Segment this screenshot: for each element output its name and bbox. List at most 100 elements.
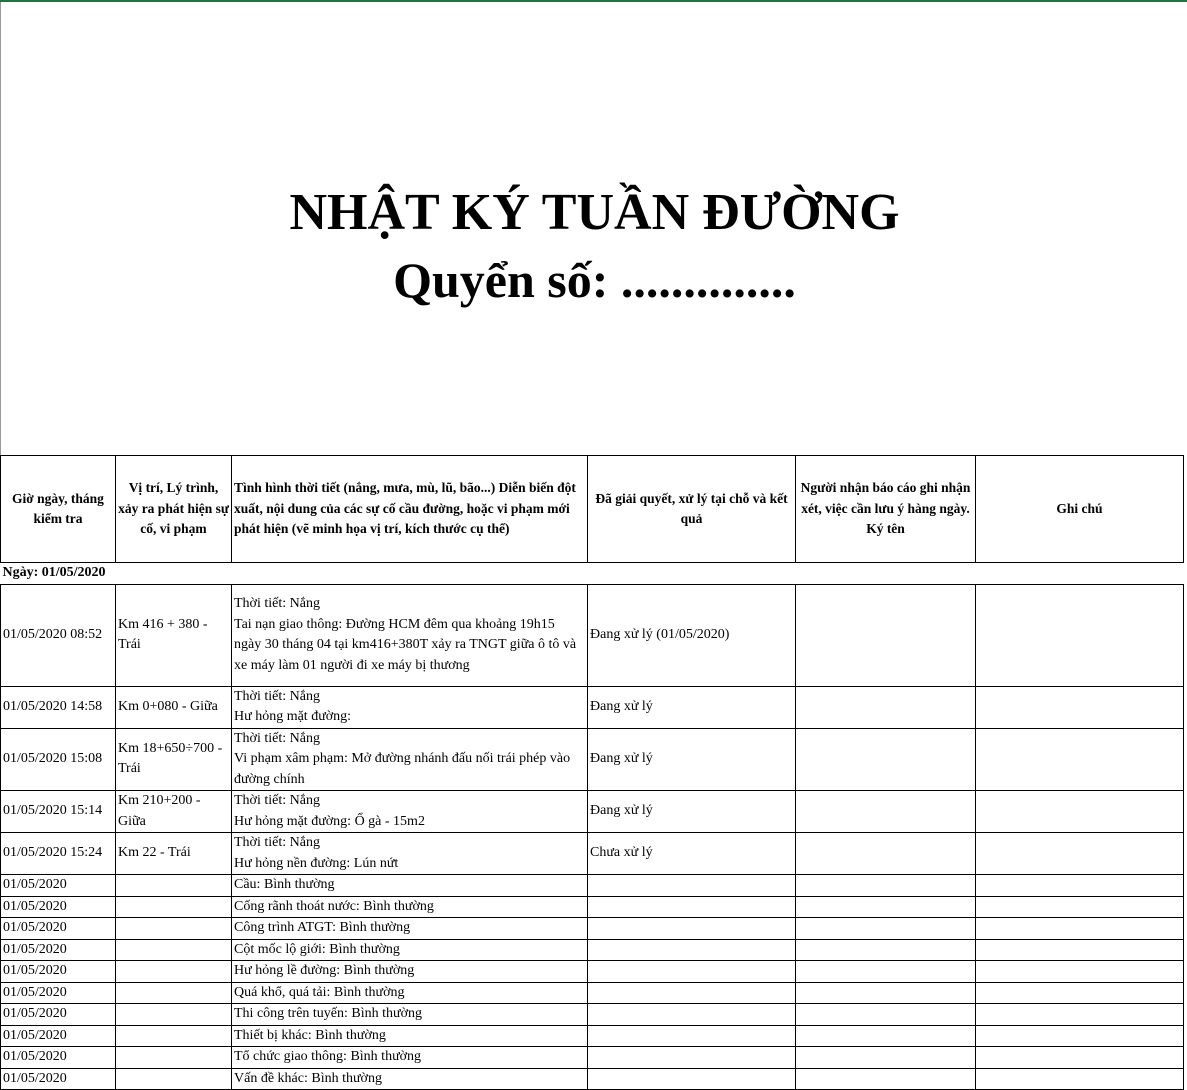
empty-cell bbox=[795, 938, 976, 961]
location-cell: Km 22 - Trái bbox=[115, 832, 232, 875]
empty-cell bbox=[975, 727, 1184, 791]
empty-cell bbox=[795, 1046, 976, 1069]
empty-cell bbox=[795, 874, 976, 897]
header-row: Giờ ngày, tháng kiểm tra Vị trí, Lý trình… bbox=[0, 455, 1184, 563]
subtitle: Quyển số: .............. bbox=[393, 252, 796, 308]
log-row: 01/05/2020 Tổ chức giao thông: Bình thườn… bbox=[0, 1046, 1184, 1069]
log-row: 01/05/2020 Công trình ATGT: Bình thường bbox=[0, 917, 1184, 940]
location-cell bbox=[115, 938, 232, 961]
status-cell: Đang xử lý bbox=[587, 685, 796, 729]
log-row: 01/05/2020 Cống rãnh thoát nước: Bình thư… bbox=[0, 895, 1184, 918]
time-cell: 01/05/2020 bbox=[0, 960, 116, 983]
status-cell bbox=[587, 981, 796, 1004]
location-cell bbox=[115, 960, 232, 983]
status-cell bbox=[587, 1067, 796, 1090]
empty-cell bbox=[975, 685, 1184, 729]
location-cell: Km 18+650÷700 - Trái bbox=[115, 727, 232, 791]
empty-cell bbox=[795, 960, 976, 983]
title: NHẬT KÝ TUẦN ĐƯỜNG bbox=[289, 184, 900, 241]
details-cell: Thi công trên tuyến: Bình thường bbox=[231, 1003, 588, 1026]
time-cell: 01/05/2020 bbox=[0, 1046, 116, 1069]
empty-cell bbox=[795, 583, 976, 687]
empty-cell bbox=[795, 1003, 976, 1026]
log-row: 01/05/2020 Thiết bị khác: Bình thường bbox=[0, 1024, 1184, 1047]
empty-cell bbox=[795, 1067, 976, 1090]
empty-cell bbox=[975, 960, 1184, 983]
column-header: Giờ ngày, tháng kiểm tra bbox=[0, 455, 116, 563]
column-header: Tình hình thời tiết (nắng, mưa, mù, lũ, … bbox=[231, 455, 588, 563]
day-row: Ngày: 01/05/2020 bbox=[0, 562, 1184, 585]
empty-cell bbox=[975, 583, 1184, 687]
empty-cell bbox=[795, 981, 976, 1004]
column-header: Người nhận báo cáo ghi nhận xét, việc cầ… bbox=[795, 455, 976, 563]
status-cell bbox=[587, 917, 796, 940]
empty-cell bbox=[975, 1067, 1184, 1090]
time-cell: 01/05/2020 bbox=[0, 1024, 116, 1047]
time-cell: 01/05/2020 bbox=[0, 917, 116, 940]
time-cell: 01/05/2020 bbox=[0, 938, 116, 961]
column-header: Đã giải quyết, xử lý tại chỗ và kết quả bbox=[587, 455, 796, 563]
time-cell: 01/05/2020 08:52 bbox=[0, 583, 116, 687]
top-border bbox=[0, 0, 1187, 2]
empty-cell bbox=[795, 895, 976, 918]
details-cell: Thời tiết: Nắng Vi phạm xâm phạm: Mở đườ… bbox=[231, 727, 588, 791]
time-cell: 01/05/2020 bbox=[0, 895, 116, 918]
status-cell bbox=[587, 960, 796, 983]
log-row: 01/05/2020 15:24 Km 22 - Trái Thời tiết: N… bbox=[0, 832, 1184, 875]
details-cell: Cầu: Bình thường bbox=[231, 874, 588, 897]
details-cell: Tổ chức giao thông: Bình thường bbox=[231, 1046, 588, 1069]
status-cell bbox=[587, 895, 796, 918]
location-cell: Km 0+080 - Giữa bbox=[115, 685, 232, 729]
time-cell: 01/05/2020 15:24 bbox=[0, 832, 116, 875]
status-cell bbox=[587, 938, 796, 961]
empty-cell bbox=[975, 917, 1184, 940]
empty-cell bbox=[975, 1046, 1184, 1069]
log-table: Giờ ngày, tháng kiểm tra Vị trí, Lý trình… bbox=[0, 455, 1184, 1090]
location-cell bbox=[115, 1067, 232, 1090]
time-cell: 01/05/2020 bbox=[0, 1003, 116, 1026]
location-cell bbox=[115, 917, 232, 940]
empty-cell bbox=[975, 1024, 1184, 1047]
status-cell bbox=[587, 874, 796, 897]
empty-cell bbox=[975, 874, 1184, 897]
log-row: 01/05/2020 14:58 Km 0+080 - Giữa Thời tiết… bbox=[0, 685, 1184, 729]
status-cell: Đang xử lý bbox=[587, 790, 796, 833]
log-row: 01/05/2020 15:08 Km 18+650÷700 - Trái Thời… bbox=[0, 727, 1184, 791]
location-cell bbox=[115, 981, 232, 1004]
status-cell bbox=[587, 1024, 796, 1047]
time-cell: 01/05/2020 14:58 bbox=[0, 685, 116, 729]
details-cell: Thiết bị khác: Bình thường bbox=[231, 1024, 588, 1047]
log-row: 01/05/2020 Cầu: Bình thường bbox=[0, 874, 1184, 897]
log-row: 01/05/2020 Thi công trên tuyến: Bình thườ… bbox=[0, 1003, 1184, 1026]
empty-cell bbox=[795, 832, 976, 875]
location-cell bbox=[115, 895, 232, 918]
details-cell: Thời tiết: Nắng Hư hỏng mặt đường: bbox=[231, 685, 588, 729]
time-cell: 01/05/2020 15:08 bbox=[0, 727, 116, 791]
empty-cell bbox=[975, 895, 1184, 918]
empty-cell bbox=[975, 981, 1184, 1004]
log-row: 01/05/2020 Quá khổ, quá tải: Bình thường bbox=[0, 981, 1184, 1004]
header: NHẬT KÝ TUẦN ĐƯỜNG Quyển số: ...........… bbox=[0, 2, 1185, 455]
location-cell bbox=[115, 874, 232, 897]
details-cell: Quá khổ, quá tải: Bình thường bbox=[231, 981, 588, 1004]
status-cell: Chưa xử lý bbox=[587, 832, 796, 875]
log-row: 01/05/2020 15:14 Km 210+200 - Giữa Thời ti… bbox=[0, 790, 1184, 833]
status-cell bbox=[587, 1046, 796, 1069]
time-cell: 01/05/2020 bbox=[0, 1067, 116, 1090]
location-cell bbox=[115, 1046, 232, 1069]
empty-cell bbox=[975, 790, 1184, 833]
column-header: Ghi chú bbox=[975, 455, 1184, 563]
column-header: Vị trí, Lý trình, xảy ra phát hiện sự cố… bbox=[115, 455, 232, 563]
details-cell: Cống rãnh thoát nước: Bình thường bbox=[231, 895, 588, 918]
empty-cell bbox=[975, 938, 1184, 961]
time-cell: 01/05/2020 15:14 bbox=[0, 790, 116, 833]
details-cell: Thời tiết: Nắng Tai nạn giao thông: Đườn… bbox=[231, 583, 588, 687]
location-cell bbox=[115, 1024, 232, 1047]
log-row: 01/05/2020 Cột mốc lộ giới: Bình thường bbox=[0, 938, 1184, 961]
empty-cell bbox=[795, 790, 976, 833]
time-cell: 01/05/2020 bbox=[0, 874, 116, 897]
time-cell: 01/05/2020 bbox=[0, 981, 116, 1004]
details-cell: Thời tiết: Nắng Hư hỏng mặt đường: Ổ gà … bbox=[231, 790, 588, 833]
